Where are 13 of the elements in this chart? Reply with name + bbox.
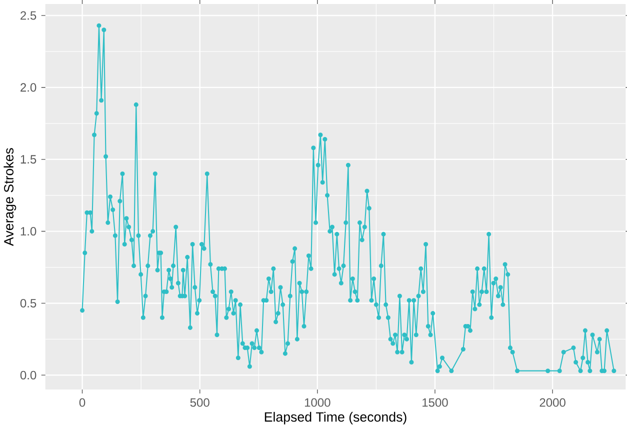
x-tick-label: 2000 — [540, 398, 566, 407]
y-tick-label: 1.0 — [20, 227, 36, 236]
y-tick-label: 0.0 — [20, 371, 36, 380]
x-axis-title: Elapsed Time (seconds) — [264, 412, 406, 425]
x-tick-label: 1000 — [304, 398, 330, 407]
x-tick-label: 0 — [79, 398, 86, 407]
x-tick-label: 500 — [190, 398, 210, 407]
y-tick-label: 2.5 — [20, 11, 36, 20]
y-tick-label: 1.5 — [20, 155, 36, 164]
x-tick-label: 1500 — [422, 398, 448, 407]
y-tick-label: 2.0 — [20, 83, 36, 92]
y-axis-title: Average Strokes — [4, 148, 16, 246]
y-tick-label: 0.5 — [20, 299, 36, 308]
